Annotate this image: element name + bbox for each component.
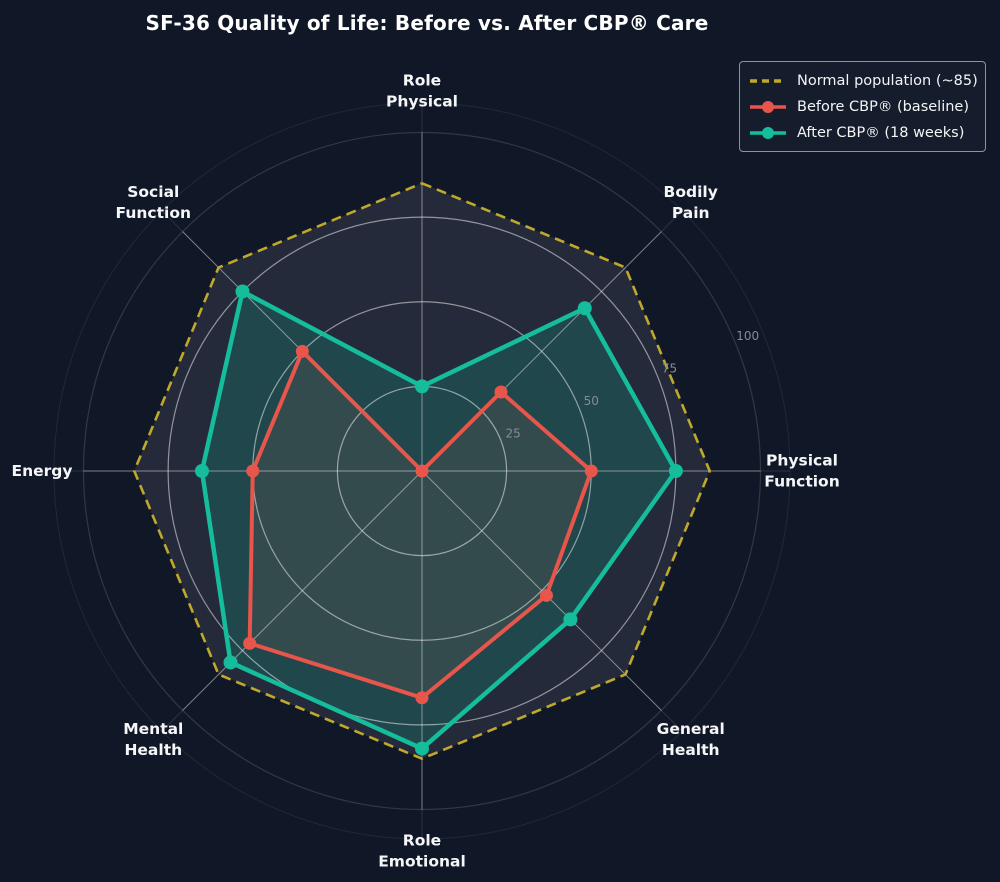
legend: Normal population (~85) Before CBP® (base… [739,61,986,152]
data-point-marker [577,301,592,316]
series-fill-1 [249,351,592,698]
legend-label-0: Normal population (~85) [797,72,978,89]
radial-tick-label: 75 [662,361,677,375]
axis-spoke-ext-5 [161,710,183,732]
data-point-marker [494,385,508,399]
legend-swatch-1 [750,100,786,113]
radial-tick-label: 100 [736,329,759,343]
outer-spine [53,102,791,840]
legend-marker [762,100,774,113]
data-point-marker [415,741,429,756]
axis-label-bodily-pain: Bodily Pain [664,183,718,222]
legend-item-1: Before CBP® (baseline) [749,96,975,117]
legend-item-2: After CBP® (18 weeks) [749,122,975,143]
radial-tick-labels: 25 50 75 100 [505,329,759,440]
axis-spoke-5 [182,470,423,711]
axis-label-mental-health: Mental Health [123,720,183,759]
axis-label-energy: Energy [12,462,73,480]
series-outline-0 [132,181,712,761]
data-point-marker [415,379,429,394]
axis-label-general-health: General Health [657,720,725,759]
radial-tick-label: 50 [584,394,599,408]
data-point-marker [194,464,209,478]
axis-label-role-physical: Role Physical [386,72,458,111]
data-point-marker [415,691,429,705]
series-1 [243,344,598,705]
data-point-marker [295,344,309,358]
series-fill-2 [201,291,676,749]
data-point-marker [223,655,238,670]
axis-spoke-3 [421,470,662,711]
data-point-marker [415,464,429,478]
legend-item-0: Normal population (~85) [749,70,978,91]
data-point-marker [668,464,683,478]
series-0 [132,181,712,761]
data-point-marker [246,464,260,478]
data-point-marker [539,588,553,602]
data-point-marker [243,636,257,650]
grid-ring-100 [82,131,762,811]
legend-swatch-2 [750,126,786,139]
chart-title: SF-36 Quality of Life: Before vs. After … [145,11,709,35]
legend-label-1: Before CBP® (baseline) [797,98,969,115]
axis-label-role-emotional: Role Emotional [378,832,466,871]
legend-marker [762,126,774,139]
data-point-marker [584,464,598,478]
axis-spoke-ext-1 [661,210,683,232]
data-point-marker [235,284,250,299]
radial-tick-label: 25 [505,426,520,440]
axis-label-physical-function: Physical Function [764,452,839,491]
series-2 [194,284,683,756]
axis-labels: Role Physical Bodily Pain Physical Function Ge… [12,72,840,871]
legend-label-2: After CBP® (18 weeks) [797,124,965,141]
legend-swatch-0 [750,78,786,83]
axis-spoke-ext-7 [161,210,183,232]
axis-label-social-function: Social Function [116,183,191,222]
axis-spoke-ext-3 [661,710,683,732]
data-point-marker [563,612,578,627]
